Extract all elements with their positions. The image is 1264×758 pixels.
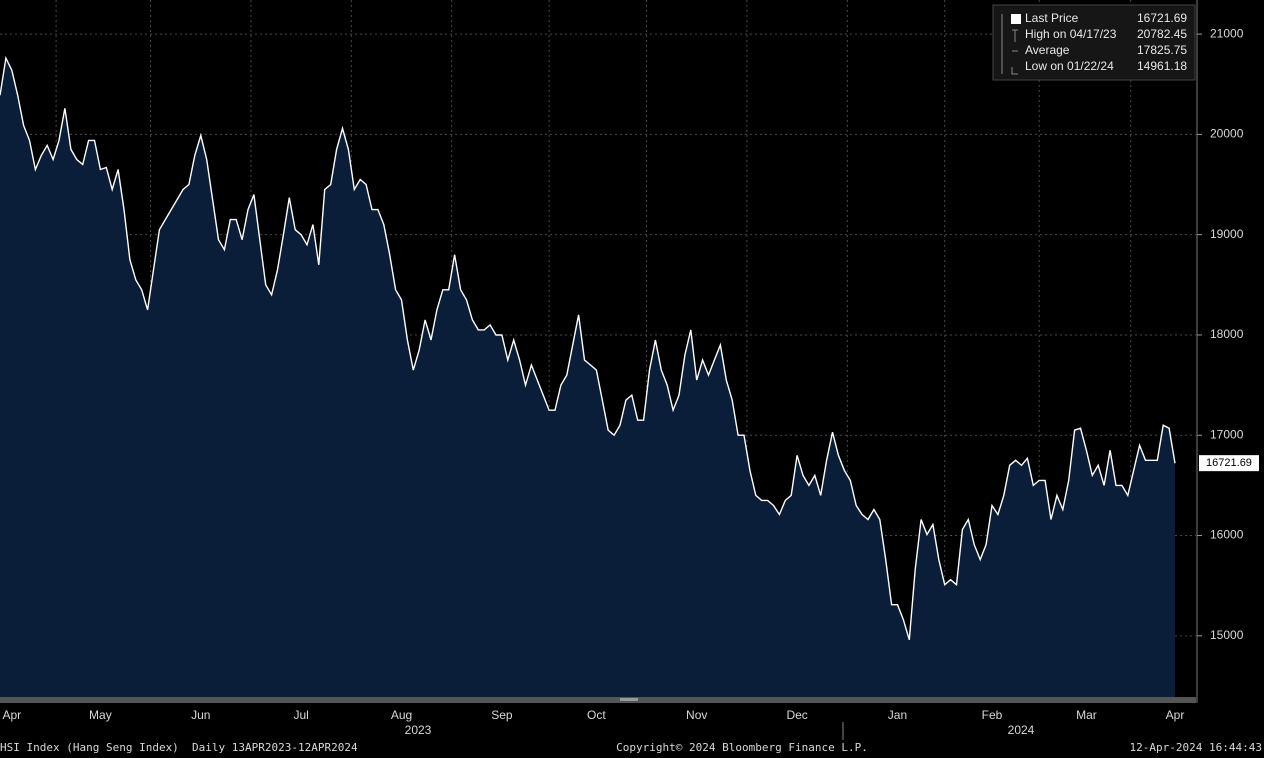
x-tick-label: Sep (491, 708, 513, 722)
x-tick-label: Dec (786, 708, 807, 722)
legend-value: 20782.45 (1137, 27, 1187, 41)
y-tick-label: 21000 (1210, 26, 1244, 40)
x-tick-label: May (89, 708, 112, 722)
y-tick-label: 20000 (1210, 127, 1244, 141)
legend-label: Low on 01/22/24 (1025, 59, 1114, 73)
legend-value: 17825.75 (1137, 43, 1187, 57)
x-tick-label: Feb (982, 708, 1003, 722)
legend-label: High on 04/17/23 (1025, 27, 1117, 41)
legend-value: 14961.18 (1137, 59, 1187, 73)
x-tick-label: Jun (191, 708, 210, 722)
price-line (0, 55, 1176, 640)
footer-left: HSI Index (Hang Seng Index) Daily 13APR2… (0, 741, 358, 754)
legend-icons (1001, 14, 1018, 75)
x-tick-label: Apr (1166, 708, 1185, 722)
legend-label: Average (1025, 43, 1070, 57)
year-label: 2023 (405, 723, 432, 737)
legend: Last Price 16721.69 High on 04/17/23 2078… (992, 4, 1196, 81)
last-price-box (1199, 455, 1259, 472)
scroll-handle (620, 698, 638, 701)
x-tick-label: Jul (293, 708, 308, 722)
last-price-label: 16721.69 (1206, 457, 1252, 469)
legend-value: 16721.69 (1137, 11, 1187, 25)
y-tick-label: 19000 (1210, 227, 1244, 241)
x-tick-label: Mar (1076, 708, 1097, 722)
y-tick-label: 17000 (1210, 427, 1244, 441)
x-tick-label: Oct (587, 708, 606, 722)
x-axis-bar (0, 697, 1196, 703)
footer-center: Copyright© 2024 Bloomberg Finance L.P. (616, 741, 868, 754)
legend-label: Last Price (1025, 11, 1079, 25)
legend-swatch (1011, 14, 1021, 24)
y-tick-label: 16000 (1210, 528, 1244, 542)
y-tick-label: 18000 (1210, 327, 1244, 341)
legend-box (992, 4, 1196, 81)
area-fill (0, 58, 1175, 697)
x-tick-label: Apr (2, 708, 21, 722)
x-tick-label: Aug (391, 708, 412, 722)
year-label: 2024 (1008, 723, 1035, 737)
y-tick-label: 15000 (1210, 628, 1244, 642)
x-tick-label: Jan (888, 708, 907, 722)
x-tick-label: Nov (686, 708, 707, 722)
footer-right: 12-Apr-2024 16:44:43 (1130, 741, 1262, 754)
